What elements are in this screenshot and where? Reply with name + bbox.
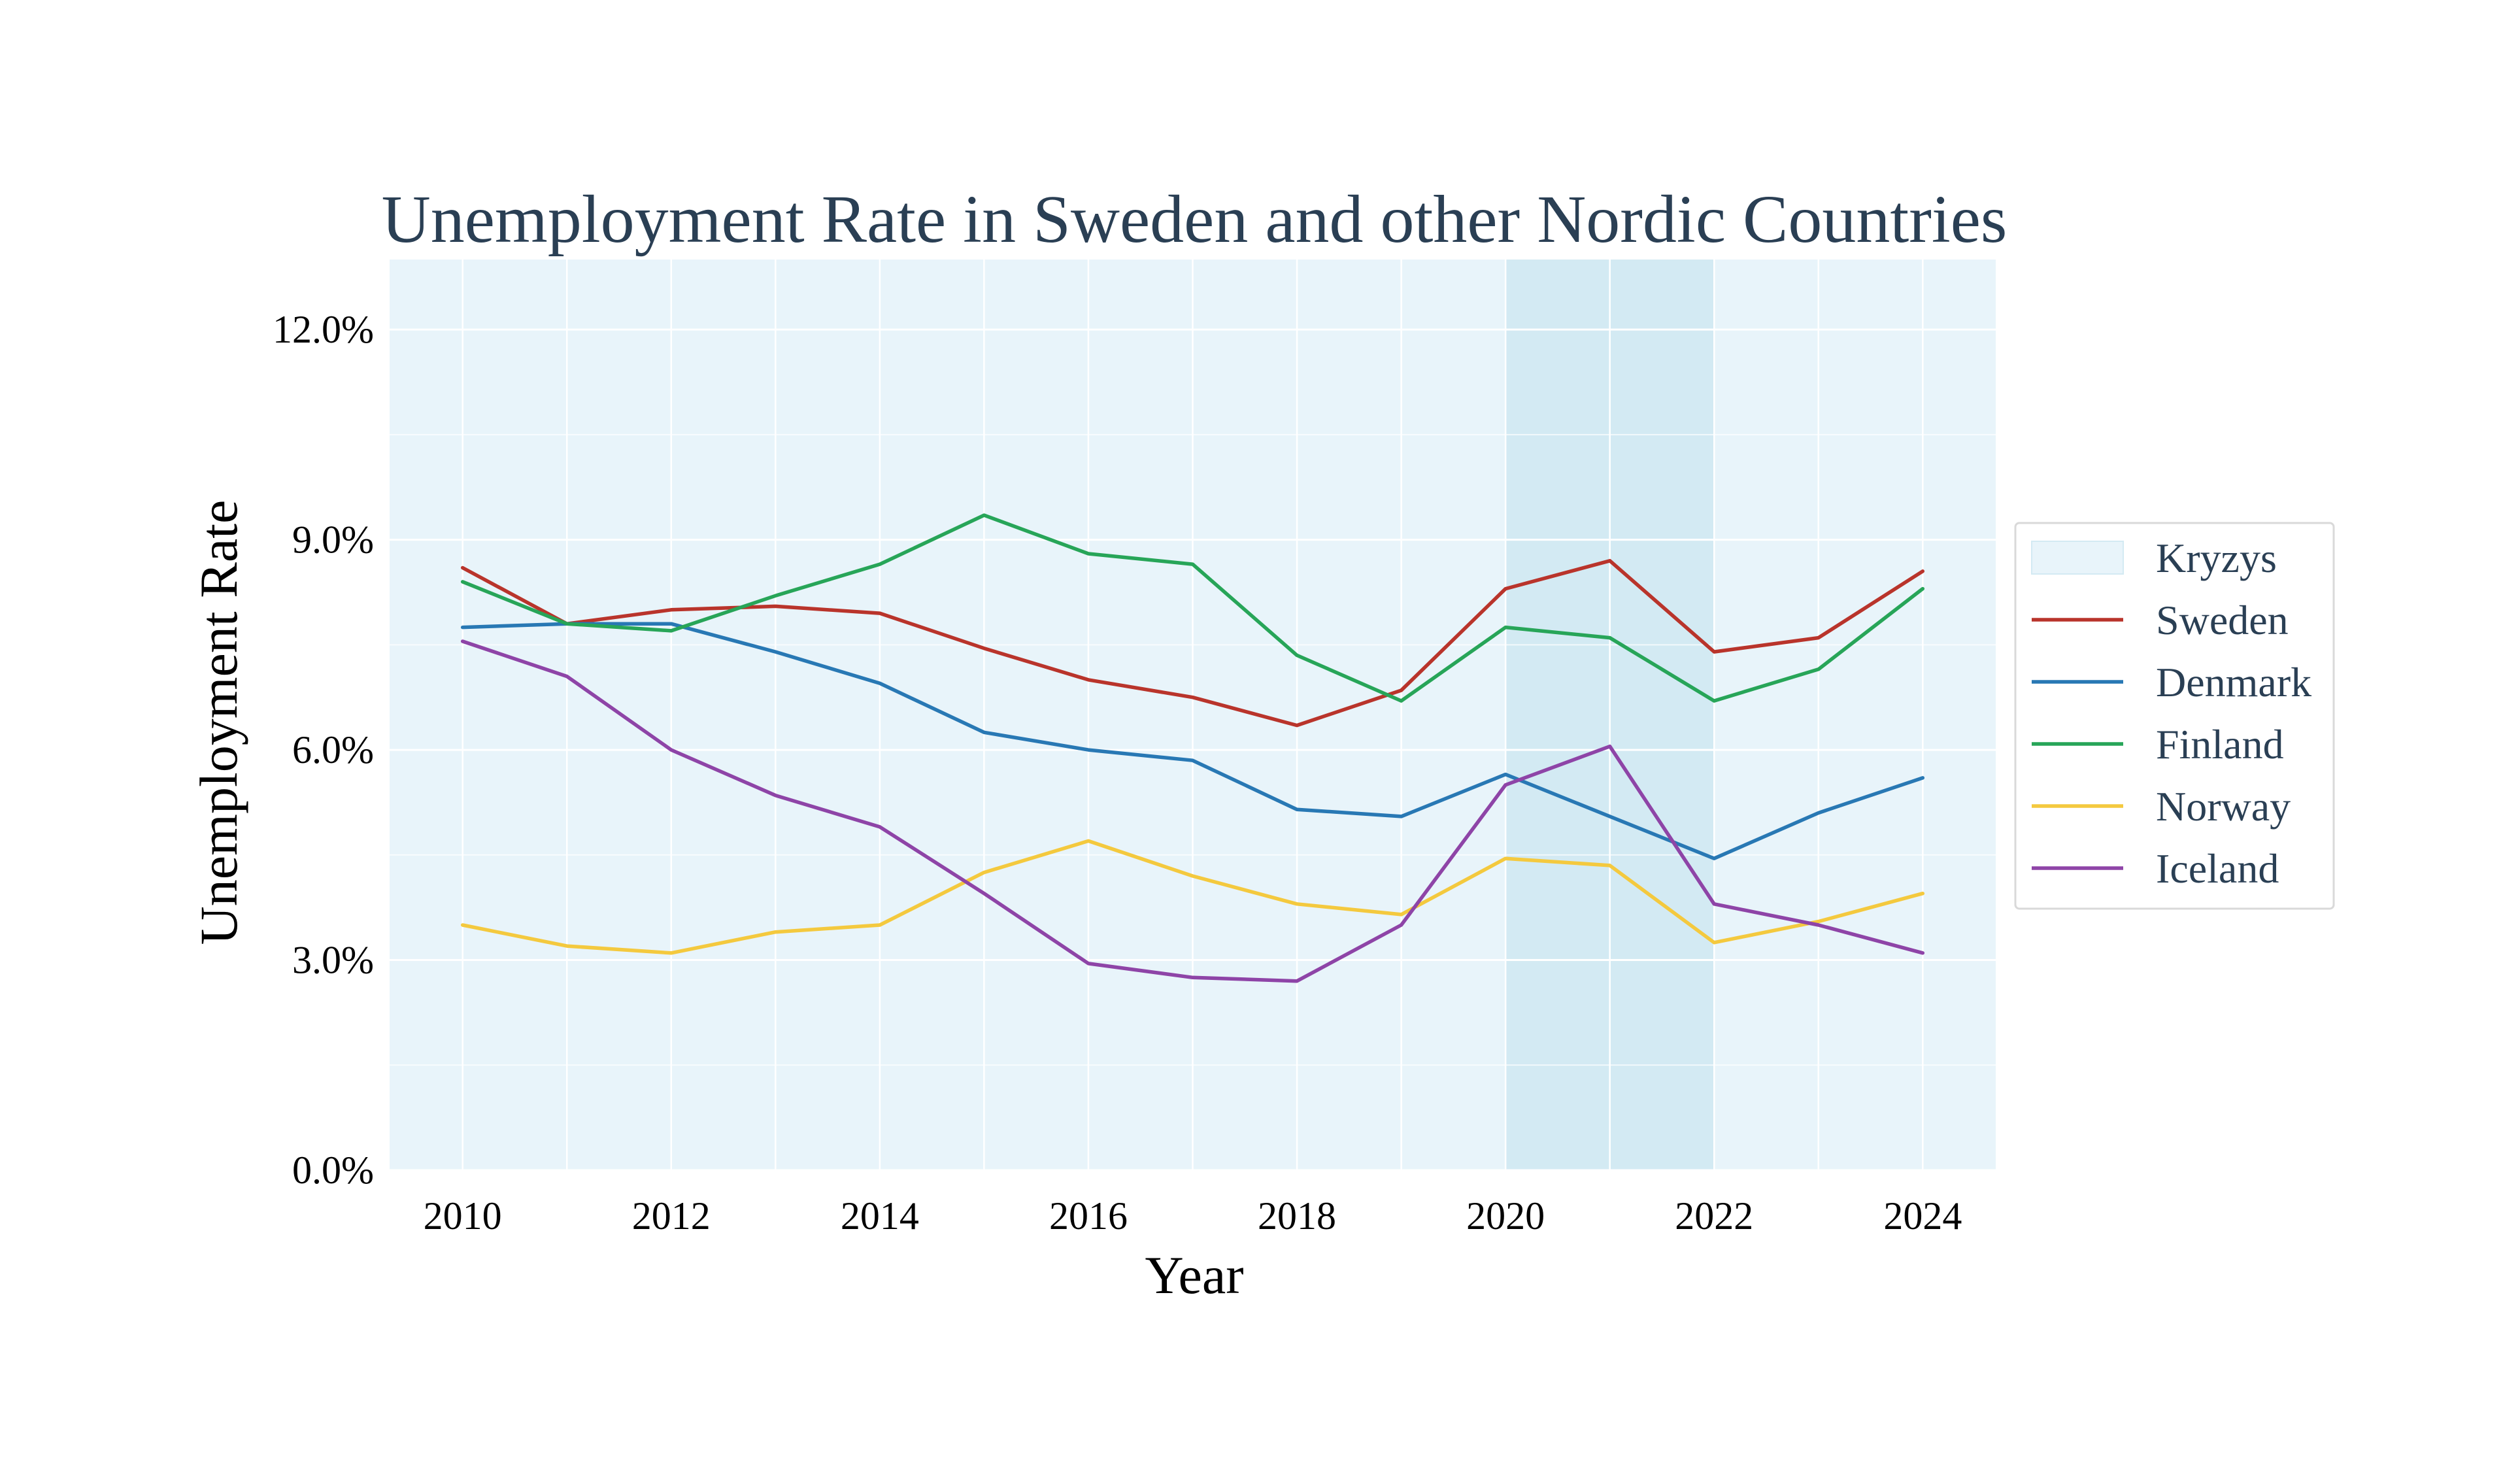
x-axis-label: Year [1145, 1245, 1243, 1305]
series-line-denmark [460, 622, 1925, 860]
legend-label-norway: Norway [2156, 783, 2291, 830]
x-tick-label: 2018 [1258, 1194, 1336, 1238]
y-tick-label: 9.0% [292, 518, 374, 562]
chart-title: Unemployment Rate in Sweden and other No… [382, 182, 2008, 257]
x-tick-label: 2016 [1049, 1194, 1128, 1238]
x-tick-label: 2010 [424, 1194, 502, 1238]
x-tick-label: 2024 [1883, 1194, 1962, 1238]
series-line-sweden [460, 559, 1925, 728]
legend-label-denmark: Denmark [2156, 659, 2311, 705]
series-line-finland [460, 513, 1925, 703]
legend-swatch-kryzys [2031, 541, 2124, 575]
legend-label-kryzys: Kryzys [2156, 535, 2277, 581]
series-lines [460, 513, 1925, 983]
x-tick-label: 2022 [1675, 1194, 1753, 1238]
x-axis-ticks: 2010 2012 2014 2016 2018 2020 2022 2024 [424, 1194, 1962, 1238]
x-tick-label: 2012 [632, 1194, 711, 1238]
series-line-norway [460, 839, 1925, 955]
legend-label-finland: Finland [2156, 721, 2284, 767]
legend: Kryzys Sweden Denmark Finland Norway Iceland [2014, 522, 2335, 910]
x-tick-label: 2014 [841, 1194, 919, 1238]
legend-label-sweden: Sweden [2156, 597, 2289, 643]
y-tick-label: 6.0% [292, 728, 374, 771]
legend-label-iceland: Iceland [2156, 845, 2279, 892]
plot-area [390, 260, 1996, 1171]
y-tick-label: 12.0% [273, 308, 374, 351]
y-tick-label: 0.0% [292, 1149, 374, 1192]
grid [390, 260, 1996, 1171]
x-tick-label: 2020 [1466, 1194, 1545, 1238]
y-axis-ticks: 0.0% 3.0% 6.0% 9.0% 12.0% [273, 308, 374, 1192]
y-axis-label: Unemployment Rate [189, 500, 248, 945]
series-line-iceland [460, 639, 1925, 983]
y-tick-label: 3.0% [292, 939, 374, 982]
